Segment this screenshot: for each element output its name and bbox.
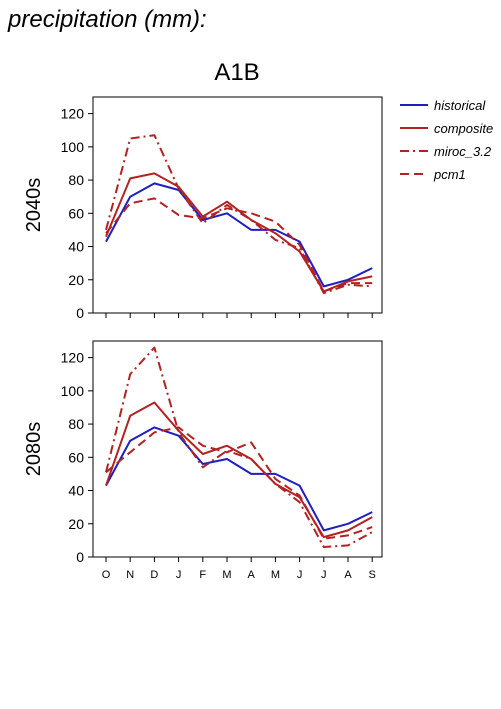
y-tick-label: 40: [68, 239, 84, 255]
y-tick-label: 120: [61, 106, 85, 122]
y-tick-label: 60: [68, 449, 84, 465]
plot-frame: [92, 96, 383, 314]
y-tick-label: 0: [76, 549, 84, 565]
legend-label: composite: [434, 121, 493, 136]
panel-ylabel: 2040s: [23, 178, 45, 233]
chart-panels: 0 20 40 60 80 100 120 2040s 0 20 40 60 80 100 120 O N D J F…: [23, 96, 383, 581]
legend-label: pcm1: [433, 167, 466, 182]
series-line-miroc-3-2: [105, 346, 373, 548]
y-tick-label: 20: [68, 272, 84, 288]
x-tick-label: M: [222, 569, 231, 581]
y-tick-label: 100: [61, 383, 85, 399]
y-tick-label: 120: [61, 350, 85, 366]
y-tick-label: 80: [68, 416, 84, 432]
y-tick-label: 20: [68, 516, 84, 532]
series-line-pcm1: [105, 197, 373, 293]
x-tick-label: A: [248, 569, 256, 581]
panel-2040s: 0 20 40 60 80 100 120 2040s: [23, 96, 383, 321]
x-tick-label: J: [321, 569, 327, 581]
x-tick-label: F: [199, 569, 206, 581]
series-line-composite: [105, 401, 373, 539]
figure-heading: precipitation (mm):: [7, 6, 207, 33]
series-line-miroc-3-2: [105, 134, 373, 295]
legend-label: historical: [434, 98, 486, 113]
x-tick-label: A: [344, 569, 352, 581]
y-tick-label: 60: [68, 205, 84, 221]
panel-ylabel: 2080s: [23, 422, 45, 477]
series-line-historical: [105, 426, 373, 532]
series-line-historical: [105, 182, 373, 288]
series-line-composite: [105, 172, 373, 293]
x-tick-label: J: [176, 569, 182, 581]
x-tick-label: N: [126, 569, 134, 581]
x-tick-label: J: [297, 569, 303, 581]
x-tick-label: M: [271, 569, 280, 581]
y-tick-label: 0: [76, 305, 84, 321]
chart-legend: historical composite miroc_3.2 pcm1: [400, 98, 493, 182]
y-tick-label: 100: [61, 139, 85, 155]
y-tick-label: 40: [68, 483, 84, 499]
x-tick-label: S: [369, 569, 376, 581]
legend-label: miroc_3.2: [434, 144, 492, 159]
panel-2080s: 0 20 40 60 80 100 120 O N D J F M A M J J A S 2080s: [23, 340, 383, 581]
y-tick-label: 80: [68, 172, 84, 188]
x-tick-label: D: [150, 569, 158, 581]
plot-frame: [92, 340, 383, 558]
series-line-pcm1: [105, 426, 373, 540]
x-tick-label: O: [102, 569, 111, 581]
chart-title: A1B: [214, 59, 259, 86]
